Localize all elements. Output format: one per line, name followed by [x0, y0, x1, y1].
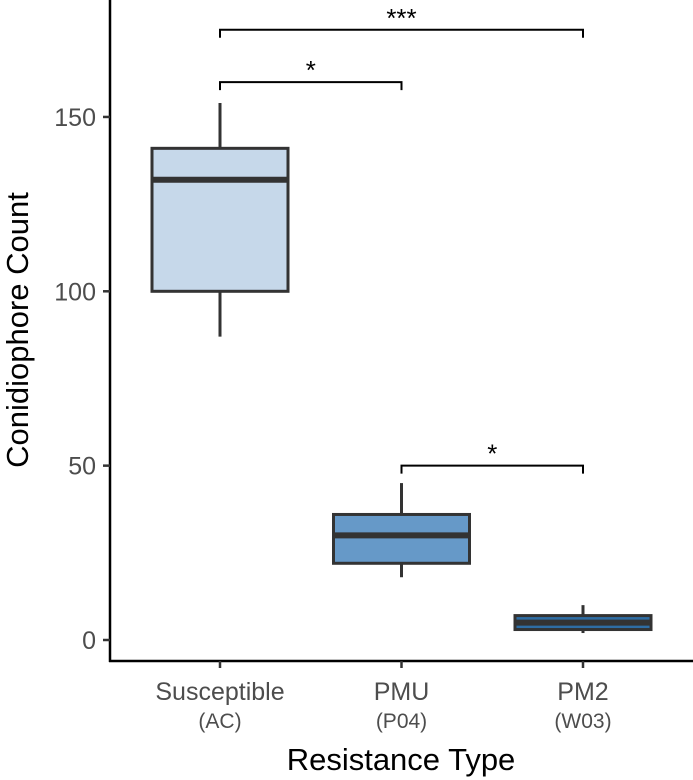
y-tick-label: 150: [54, 104, 96, 132]
significance-label: *: [306, 55, 316, 85]
y-tick-label: 0: [82, 627, 96, 655]
y-tick-label: 50: [68, 453, 96, 481]
x-tick-sublabel: (P04): [376, 710, 427, 733]
x-axis-label: Resistance Type: [287, 742, 516, 777]
x-tick-label: PM2: [557, 678, 608, 706]
x-tick-sublabel: (W03): [554, 710, 611, 733]
y-axis-label: Conidiophore Count: [0, 192, 35, 468]
x-tick-sublabel: (AC): [198, 710, 241, 733]
significance-label: ***: [386, 3, 416, 33]
significance-bracket: [400, 464, 584, 474]
significance-bracket: [219, 28, 584, 38]
box: [150, 146, 290, 293]
significance-bracket: [219, 81, 403, 91]
x-tick-label: Susceptible: [155, 678, 284, 706]
x-tick-label: PMU: [374, 678, 430, 706]
y-tick-label: 100: [54, 278, 96, 306]
significance-label: *: [487, 439, 497, 469]
box: [332, 512, 471, 565]
